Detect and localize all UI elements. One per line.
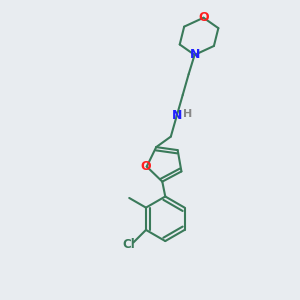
Text: O: O — [140, 160, 151, 173]
Text: O: O — [198, 11, 209, 24]
Text: N: N — [172, 109, 182, 122]
Text: H: H — [183, 109, 193, 119]
Text: N: N — [189, 48, 200, 62]
Text: Cl: Cl — [122, 238, 135, 250]
